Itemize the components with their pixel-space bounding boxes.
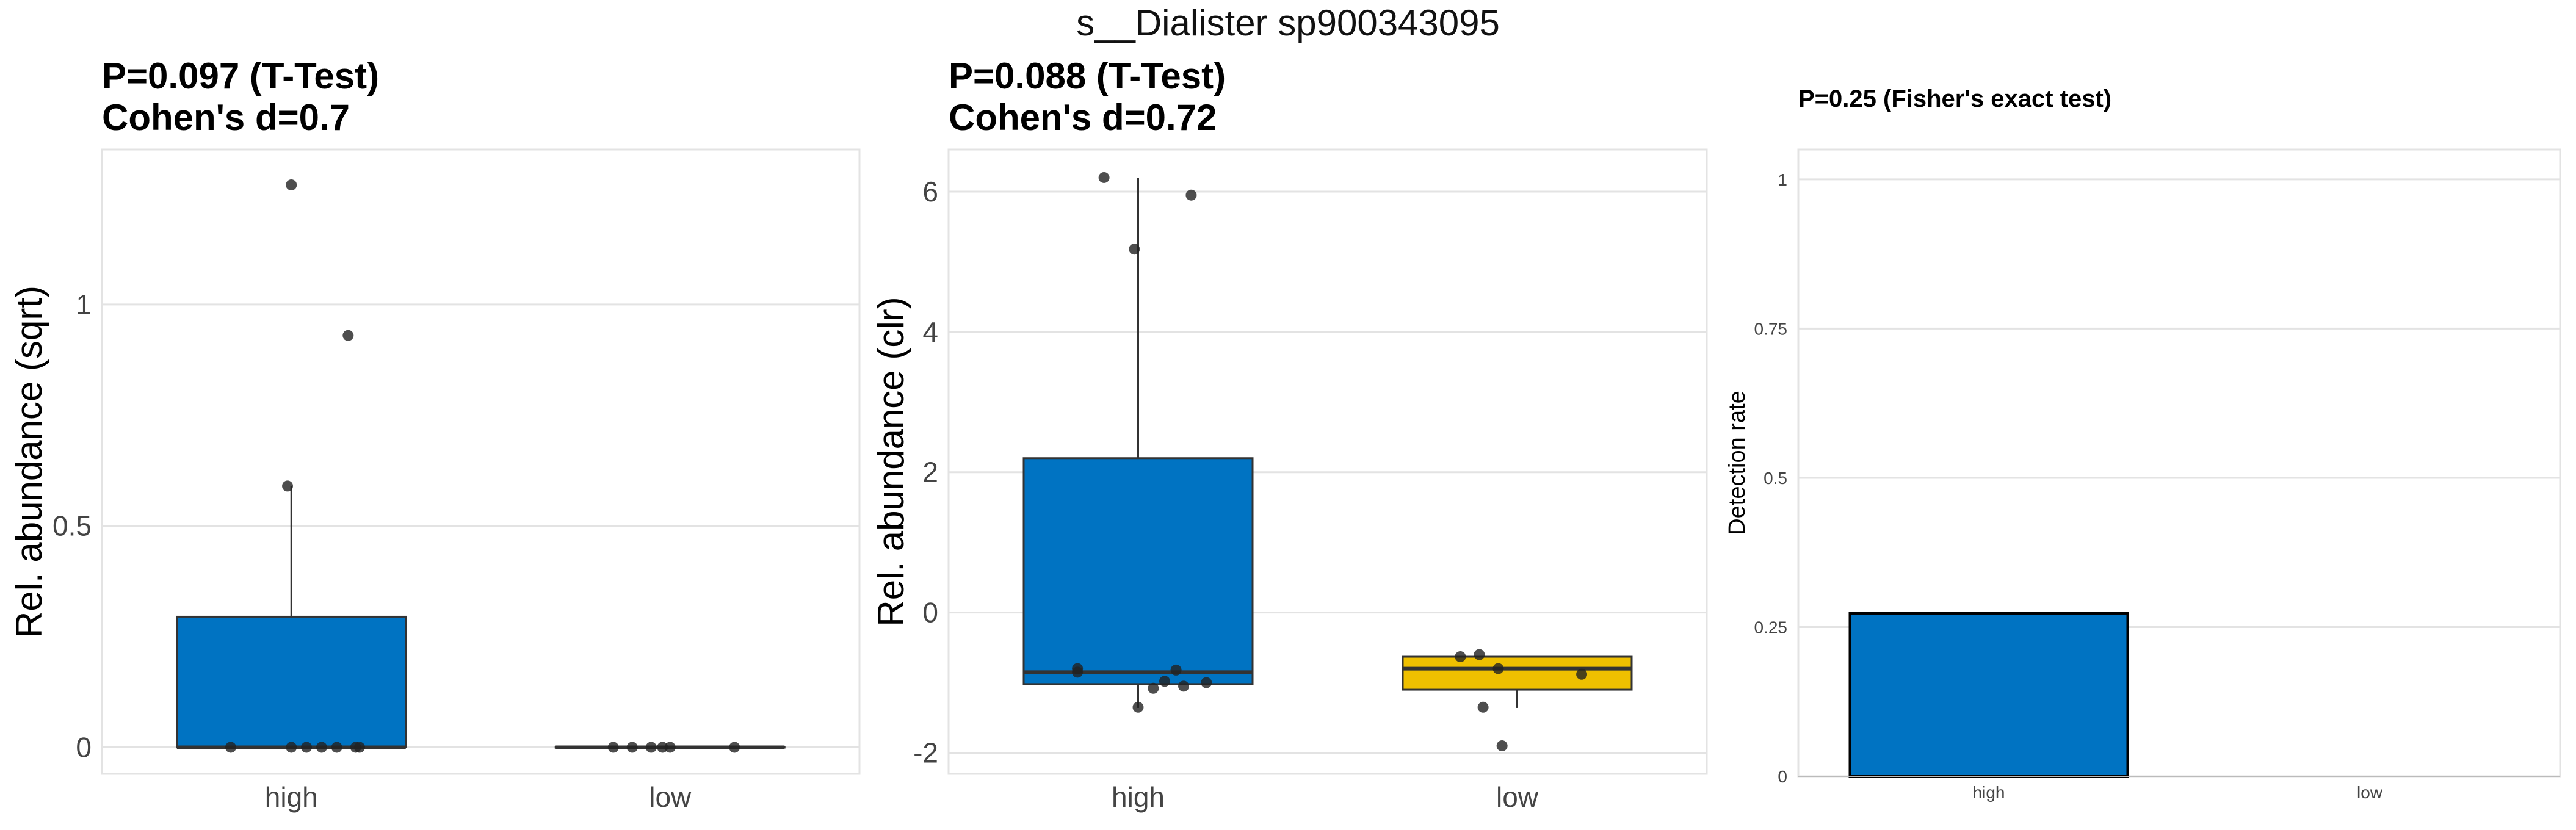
data-point xyxy=(342,330,354,341)
data-point xyxy=(1477,701,1489,713)
box-body xyxy=(1022,457,1254,685)
data-point xyxy=(1170,664,1182,676)
data-point xyxy=(286,742,297,753)
data-point xyxy=(607,742,619,753)
y-tick-label: 6 xyxy=(922,176,938,208)
x-tick-label: high xyxy=(1973,783,2005,802)
y-tick-label: 0 xyxy=(922,597,938,629)
y-tick-label: 1 xyxy=(76,289,92,320)
data-point xyxy=(331,742,342,753)
y-axis-label: Detection rate xyxy=(1724,391,1750,535)
panel-title-line: P=0.097 (T-Test) xyxy=(102,56,379,96)
data-point xyxy=(1148,682,1159,694)
y-tick-label: 4 xyxy=(922,316,938,348)
panel-title-line: Cohen's d=0.72 xyxy=(949,97,1217,138)
y-tick-label: 0.5 xyxy=(1764,469,1787,488)
data-point xyxy=(225,742,236,753)
panel-clr-abundance: -2 0 2 4 6 P=0.088 (T-Test)Cohen's d=0.72 Rel.… xyxy=(870,56,1708,813)
x-tick-label: low xyxy=(649,781,692,813)
panel-title-line: Cohen's d=0.7 xyxy=(102,97,350,138)
bar xyxy=(1848,612,2129,778)
data-point xyxy=(1129,244,1140,255)
data-point xyxy=(1178,680,1190,692)
y-tick-label: 0.25 xyxy=(1754,618,1788,637)
data-point xyxy=(1185,189,1197,201)
data-point xyxy=(626,742,638,753)
y-tick-label: 2 xyxy=(922,457,938,488)
data-point xyxy=(645,742,657,753)
y-tick-label: 0 xyxy=(76,731,92,763)
y-tick-label: 0.5 xyxy=(52,510,92,542)
data-point xyxy=(729,742,740,753)
y-axis-label: Rel. abundance (sqrt) xyxy=(9,286,49,638)
data-point xyxy=(1496,740,1508,752)
data-point xyxy=(1072,666,1084,678)
data-point xyxy=(1474,649,1485,660)
data-point xyxy=(1455,651,1466,663)
data-point xyxy=(282,480,294,492)
box-body xyxy=(1402,655,1633,691)
y-tick-label: -2 xyxy=(913,737,938,769)
data-point xyxy=(657,742,668,753)
panel-title-line: P=0.088 (T-Test) xyxy=(949,56,1226,96)
data-point xyxy=(1098,171,1110,183)
data-point xyxy=(286,179,297,191)
y-axis-label: Rel. abundance (clr) xyxy=(870,297,911,626)
x-tick-label: high xyxy=(265,781,318,813)
y-tick-label: 1 xyxy=(1778,170,1787,189)
panel-title-line: P=0.25 (Fisher's exact test) xyxy=(1798,85,2111,112)
data-point xyxy=(301,742,313,753)
x-tick-label: low xyxy=(1496,781,1539,813)
box-body xyxy=(176,615,407,748)
x-tick-label: high xyxy=(1112,781,1165,813)
data-point xyxy=(1576,668,1588,680)
data-point xyxy=(664,742,676,753)
y-tick-label: 0.75 xyxy=(1754,319,1788,338)
data-point xyxy=(1492,663,1504,674)
data-point xyxy=(353,742,365,753)
data-point xyxy=(1159,676,1170,687)
panel-sqrt-abundance: 0 0.5 1 P=0.097 (T-Test)Cohen's d=0.7 Rel. a… xyxy=(9,56,861,813)
data-point xyxy=(1132,701,1144,713)
figure-title: s__Dialister sp900343095 xyxy=(1076,2,1500,43)
panel-detection-rate: 0 0.25 0.5 0.75 1 P=0.25 (Fisher's exact test… xyxy=(1724,85,2561,802)
x-tick-label: low xyxy=(2357,783,2383,802)
data-point xyxy=(1201,677,1212,688)
y-tick-label: 0 xyxy=(1778,767,1787,786)
data-point xyxy=(316,742,327,753)
